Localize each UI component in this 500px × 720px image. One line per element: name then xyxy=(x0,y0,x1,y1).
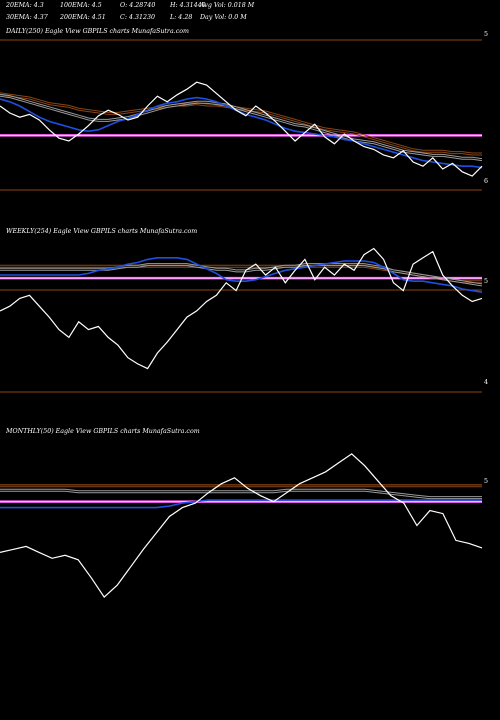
daily-ma_long-line-upper xyxy=(0,92,482,154)
stat-avg-vol: Avg Vol: 0.018 M xyxy=(199,2,255,9)
daily-panel: 56 xyxy=(0,31,488,191)
stats-header: 20EMA: 4.3 100EMA: 4.5 O: 4.28740 H: 4.3… xyxy=(5,2,255,21)
stat-ema20: 20EMA: 4.3 xyxy=(5,2,44,9)
weekly-panel: 54 xyxy=(0,247,488,393)
monthly-ytick-0: 5 xyxy=(484,478,488,485)
monthly-panel: 5 xyxy=(0,453,488,599)
daily-ma_long-line xyxy=(0,94,482,156)
daily-ma_mid-line-upper xyxy=(0,93,483,160)
daily-ytick-0: 5 xyxy=(484,31,488,38)
daily-panel-title: DAILY(250) Eagle View GBPILS charts Muna… xyxy=(5,28,189,35)
monthly-ma_mid-line xyxy=(0,490,482,500)
stat-close: C: 4.31230 xyxy=(120,14,155,21)
monthly-ma_short-line xyxy=(0,499,482,509)
daily-price-line xyxy=(0,81,483,177)
monthly-ma_mid-line-upper xyxy=(0,488,482,498)
monthly-panel-title: MONTHLY(50) Eagle View GBPILS charts Mun… xyxy=(5,428,200,435)
stat-high: H: 4.31440 xyxy=(169,2,206,9)
monthly-price-line xyxy=(0,453,483,599)
weekly-price-line xyxy=(0,247,483,370)
stat-day-vol: Day Vol: 0.0 M xyxy=(199,14,247,21)
weekly-ma_mid-line xyxy=(0,265,483,287)
weekly-ytick-0: 5 xyxy=(484,278,488,285)
stat-low: L: 4.28 xyxy=(169,14,192,21)
weekly-ytick-1: 4 xyxy=(484,379,488,386)
daily-ytick-1: 6 xyxy=(484,178,488,185)
daily-ma_short-line xyxy=(0,96,483,169)
weekly-panel-title: WEEKLY(254) Eagle View GBPILS charts Mun… xyxy=(6,228,197,235)
stat-ema30: 30EMA: 4.37 xyxy=(6,14,48,21)
stat-ema200: 200EMA: 4.51 xyxy=(59,14,106,21)
stat-ema100: 100EMA: 4.5 xyxy=(60,2,102,9)
weekly-ma_mid-line-upper xyxy=(0,263,483,285)
stat-open: O: 4.28740 xyxy=(120,2,155,9)
